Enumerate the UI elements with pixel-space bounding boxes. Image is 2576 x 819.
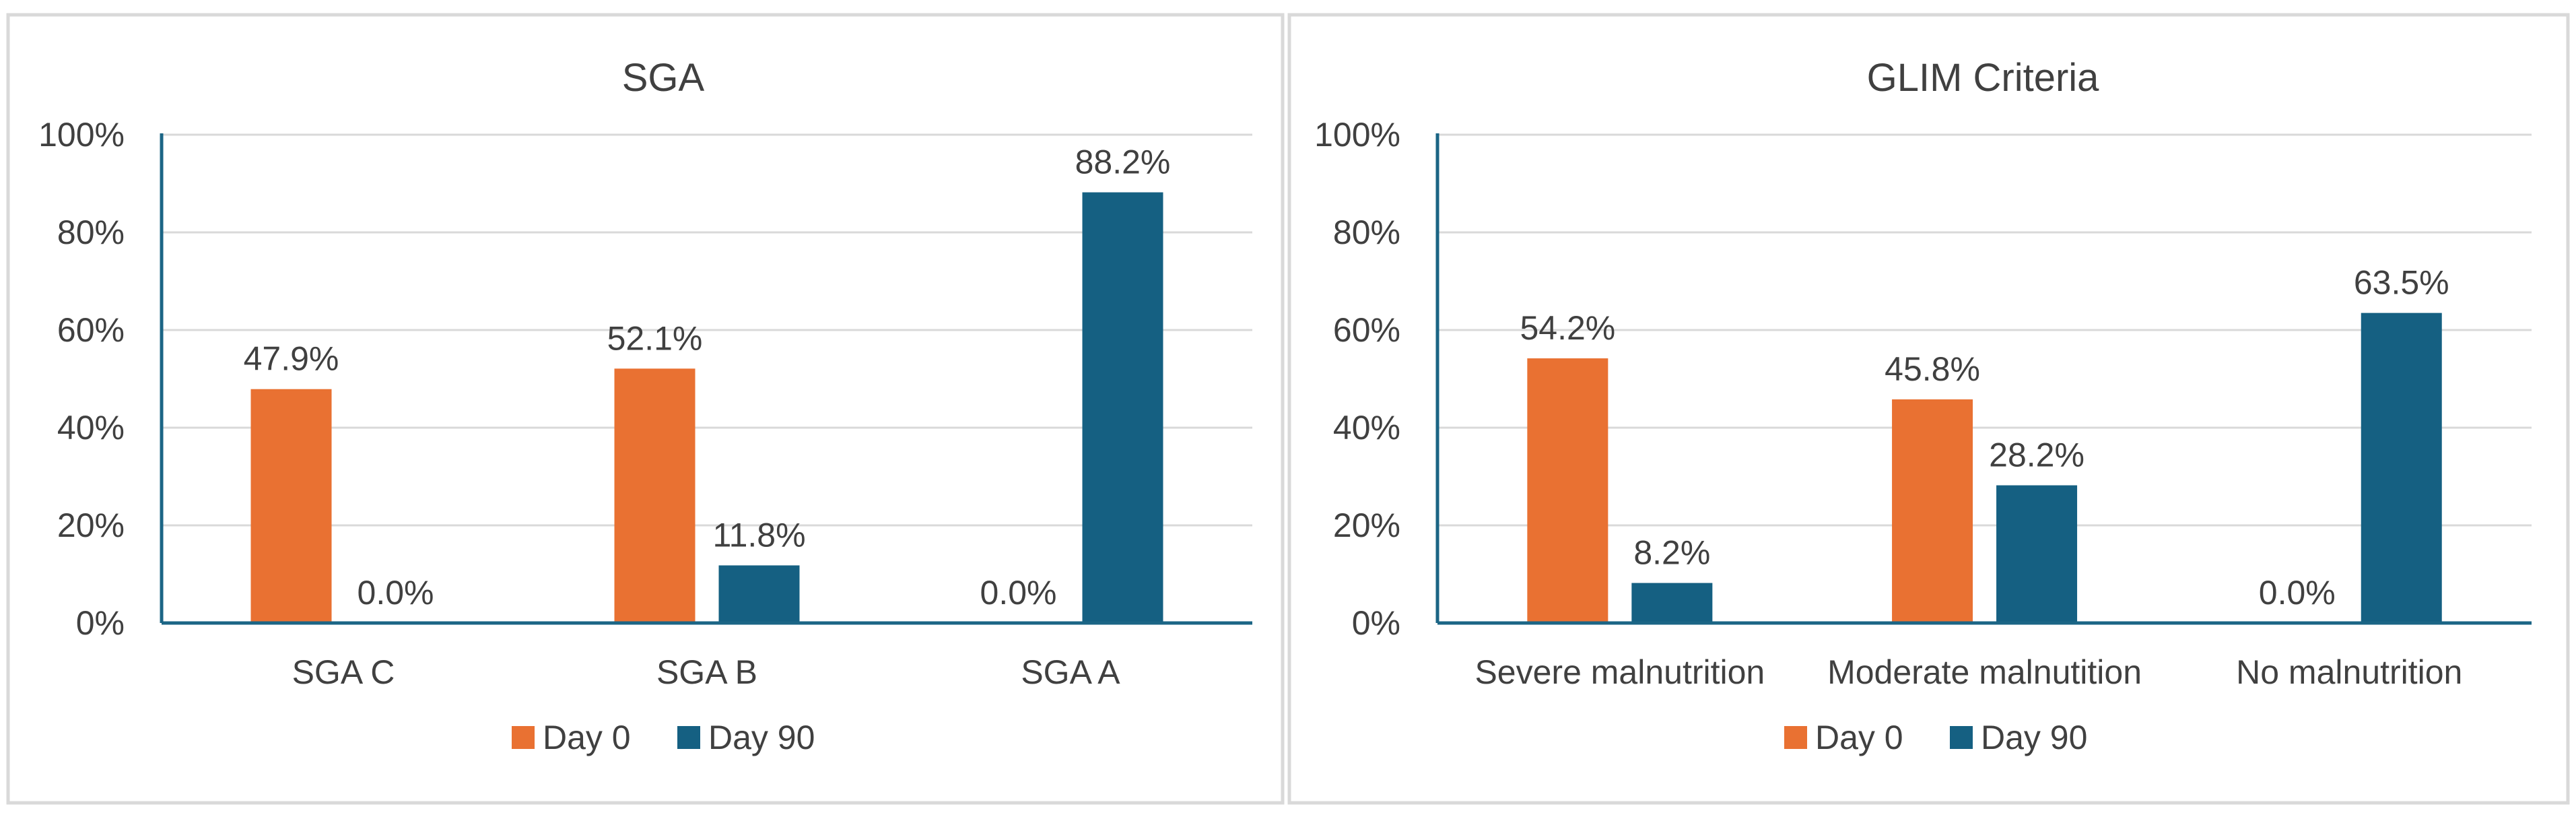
y-tick-label: 80% — [1333, 214, 1400, 251]
chart-panel-0: SGA 0% 20% 40% 60% 80% 100% 47.9% 0.0% SGA C 52.1%… — [6, 13, 1285, 805]
legend-label: Day 0 — [1815, 719, 1903, 756]
data-label: 8.2% — [1633, 534, 1710, 572]
y-tick-label: 60% — [57, 311, 125, 349]
legend-label: Day 90 — [1981, 719, 2087, 756]
y-tick-label: 0% — [1352, 604, 1400, 642]
legend-label: Day 90 — [708, 719, 815, 756]
y-tick-label: 20% — [1333, 506, 1400, 544]
category-label: No malnutrition — [2236, 653, 2462, 691]
bar-day0 — [1527, 358, 1608, 623]
data-label: 0.0% — [358, 574, 434, 612]
legend-swatch-day0 — [512, 726, 535, 749]
legend-label: Day 0 — [543, 719, 631, 756]
bar-day90 — [2361, 313, 2442, 623]
category-label: SGA C — [292, 653, 395, 691]
bar-day90 — [1996, 485, 2078, 623]
y-tick-label: 0% — [76, 604, 125, 642]
y-tick-label: 20% — [57, 506, 125, 544]
data-label: 63.5% — [2354, 264, 2449, 302]
data-label: 11.8% — [712, 516, 805, 554]
category-label: SGA B — [656, 653, 757, 691]
y-tick-label: 100% — [38, 116, 125, 154]
legend-swatch-day90 — [1950, 726, 1973, 749]
chart-title: SGA — [622, 56, 705, 100]
legend: Day 0 Day 90 — [512, 719, 815, 756]
data-label: 0.0% — [980, 574, 1057, 612]
bar-day90 — [718, 565, 800, 623]
bar-day90 — [1082, 192, 1163, 623]
legend-swatch-day0 — [1784, 726, 1807, 749]
legend: Day 0 Day 90 — [1784, 719, 2087, 756]
data-label: 52.1% — [607, 319, 703, 357]
bar-day0 — [614, 368, 696, 623]
data-label: 47.9% — [244, 340, 339, 378]
category-label: Severe malnutrition — [1475, 653, 1765, 691]
bar-day0 — [250, 389, 332, 623]
bar-day90 — [1631, 583, 1713, 623]
data-label: 0.0% — [2259, 574, 2336, 612]
chart-title: GLIM Criteria — [1867, 56, 2100, 100]
bar-day0 — [1892, 399, 1973, 623]
data-label: 28.2% — [1989, 436, 2084, 474]
data-label: 88.2% — [1075, 143, 1171, 181]
y-tick-label: 60% — [1333, 311, 1400, 349]
y-tick-label: 40% — [57, 409, 125, 447]
category-label: SGA A — [1021, 653, 1120, 691]
y-tick-label: 80% — [57, 214, 125, 251]
legend-swatch-day90 — [677, 726, 700, 749]
y-tick-label: 40% — [1333, 409, 1400, 447]
category-label: Moderate malnutition — [1827, 653, 2142, 691]
data-label: 54.2% — [1520, 309, 1615, 347]
chart-panel-1: GLIM Criteria 0% 20% 40% 60% 80% 100% 54.2% 8.2%… — [1287, 13, 2570, 805]
y-tick-label: 100% — [1314, 116, 1400, 154]
data-label: 45.8% — [1885, 350, 1980, 388]
